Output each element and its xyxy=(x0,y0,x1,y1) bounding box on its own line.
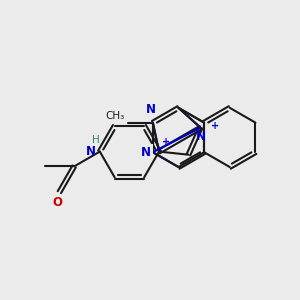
Text: CH₃: CH₃ xyxy=(105,111,124,121)
Text: O: O xyxy=(52,196,63,208)
Text: N: N xyxy=(141,146,151,159)
Text: N: N xyxy=(196,130,206,143)
Text: N: N xyxy=(146,103,156,116)
Text: +: + xyxy=(211,121,219,131)
Text: +: + xyxy=(162,137,170,147)
Text: N: N xyxy=(86,145,96,158)
Text: H: H xyxy=(92,135,100,145)
